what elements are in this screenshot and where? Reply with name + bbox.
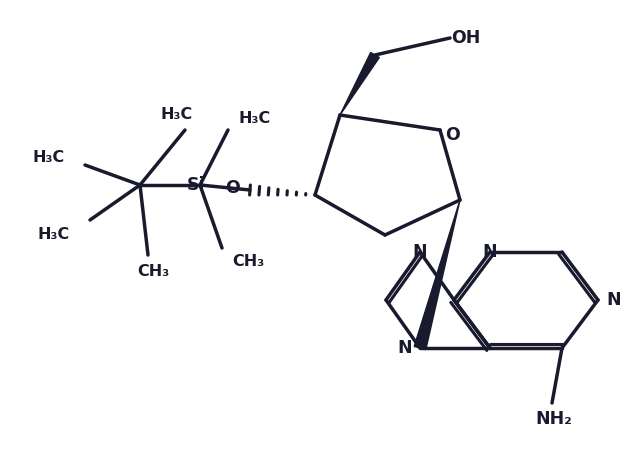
Text: Si: Si	[187, 176, 205, 194]
Polygon shape	[340, 53, 380, 115]
Text: O: O	[445, 126, 460, 144]
Text: CH₃: CH₃	[137, 264, 169, 279]
Text: H₃C: H₃C	[33, 149, 65, 164]
Text: H₃C: H₃C	[161, 107, 193, 122]
Text: CH₃: CH₃	[232, 254, 264, 269]
Text: N: N	[606, 291, 621, 309]
Text: N: N	[413, 243, 428, 261]
Text: H₃C: H₃C	[38, 227, 70, 242]
Text: N: N	[397, 339, 412, 357]
Text: OH: OH	[451, 29, 481, 47]
Text: H₃C: H₃C	[238, 110, 270, 125]
Text: NH₂: NH₂	[536, 410, 572, 428]
Polygon shape	[414, 200, 460, 350]
Text: O: O	[225, 179, 240, 197]
Text: N: N	[483, 243, 497, 261]
